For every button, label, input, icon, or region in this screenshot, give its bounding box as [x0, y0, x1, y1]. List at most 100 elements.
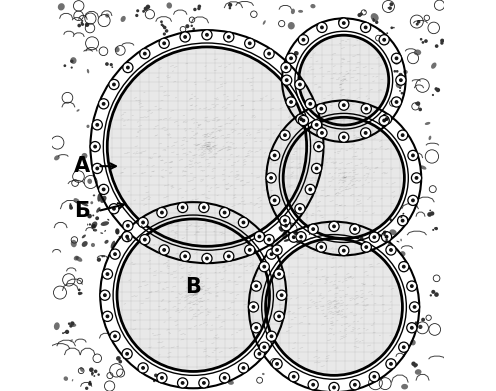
Circle shape — [379, 35, 389, 45]
Circle shape — [401, 219, 405, 222]
Circle shape — [361, 128, 371, 138]
Circle shape — [102, 188, 106, 191]
Circle shape — [181, 206, 185, 210]
Circle shape — [382, 38, 386, 42]
Ellipse shape — [58, 3, 65, 11]
Circle shape — [157, 373, 167, 383]
Circle shape — [178, 378, 187, 388]
Circle shape — [138, 217, 148, 228]
Circle shape — [393, 70, 396, 73]
Circle shape — [264, 235, 274, 245]
Circle shape — [99, 99, 109, 109]
Circle shape — [294, 51, 298, 54]
Circle shape — [85, 22, 89, 27]
Circle shape — [102, 269, 113, 279]
Circle shape — [140, 235, 150, 245]
Circle shape — [388, 6, 392, 10]
Circle shape — [408, 195, 418, 205]
Circle shape — [157, 208, 167, 218]
Circle shape — [295, 79, 305, 90]
Circle shape — [105, 62, 109, 66]
Circle shape — [372, 235, 376, 239]
Ellipse shape — [100, 196, 107, 203]
Ellipse shape — [72, 379, 73, 382]
Circle shape — [154, 373, 158, 377]
Circle shape — [70, 66, 73, 69]
Circle shape — [269, 334, 273, 338]
Circle shape — [365, 107, 368, 111]
Circle shape — [309, 188, 312, 191]
Circle shape — [273, 154, 277, 157]
Circle shape — [396, 75, 406, 85]
Circle shape — [295, 204, 305, 214]
Circle shape — [275, 248, 279, 252]
Circle shape — [342, 103, 346, 107]
Circle shape — [285, 78, 289, 82]
Circle shape — [227, 35, 231, 39]
Circle shape — [311, 383, 315, 387]
Circle shape — [364, 25, 368, 29]
Circle shape — [410, 302, 420, 312]
Ellipse shape — [105, 14, 110, 18]
Circle shape — [65, 330, 69, 334]
Circle shape — [87, 214, 92, 219]
Circle shape — [342, 249, 346, 253]
Ellipse shape — [282, 230, 287, 239]
Circle shape — [91, 374, 93, 376]
Circle shape — [267, 52, 271, 56]
Circle shape — [69, 203, 71, 205]
Circle shape — [162, 41, 166, 45]
Circle shape — [407, 323, 417, 333]
Circle shape — [199, 378, 209, 388]
Circle shape — [413, 364, 417, 368]
Circle shape — [239, 363, 248, 373]
Circle shape — [95, 167, 99, 170]
Circle shape — [78, 289, 80, 291]
Circle shape — [283, 117, 404, 239]
Ellipse shape — [388, 241, 391, 246]
Circle shape — [416, 23, 419, 26]
Circle shape — [269, 195, 280, 205]
Circle shape — [227, 255, 231, 258]
Circle shape — [202, 381, 206, 385]
Circle shape — [81, 23, 84, 26]
Circle shape — [125, 235, 129, 239]
Circle shape — [292, 375, 296, 378]
Circle shape — [280, 293, 284, 297]
Circle shape — [316, 104, 326, 114]
Circle shape — [223, 211, 227, 215]
Circle shape — [85, 387, 88, 390]
Circle shape — [251, 281, 261, 291]
Circle shape — [202, 206, 206, 210]
Circle shape — [415, 102, 417, 104]
Circle shape — [308, 380, 318, 390]
Ellipse shape — [87, 224, 88, 226]
Circle shape — [103, 255, 105, 257]
Circle shape — [110, 63, 113, 66]
Circle shape — [421, 318, 425, 322]
Ellipse shape — [420, 165, 427, 170]
Circle shape — [199, 203, 209, 213]
Circle shape — [205, 256, 209, 260]
Circle shape — [320, 25, 324, 29]
Circle shape — [205, 33, 209, 37]
Circle shape — [266, 331, 277, 341]
Circle shape — [123, 221, 133, 231]
Circle shape — [242, 221, 246, 224]
Circle shape — [102, 102, 106, 106]
Circle shape — [248, 248, 251, 252]
Circle shape — [112, 66, 113, 68]
Circle shape — [294, 51, 299, 56]
Circle shape — [398, 215, 408, 226]
Circle shape — [386, 32, 388, 34]
Ellipse shape — [119, 236, 122, 239]
Circle shape — [143, 238, 147, 242]
Circle shape — [391, 53, 402, 63]
Circle shape — [89, 223, 91, 226]
Circle shape — [353, 227, 357, 231]
Text: А: А — [74, 156, 90, 176]
Ellipse shape — [82, 241, 88, 247]
Ellipse shape — [93, 194, 95, 196]
Circle shape — [410, 326, 414, 330]
Circle shape — [342, 21, 346, 25]
